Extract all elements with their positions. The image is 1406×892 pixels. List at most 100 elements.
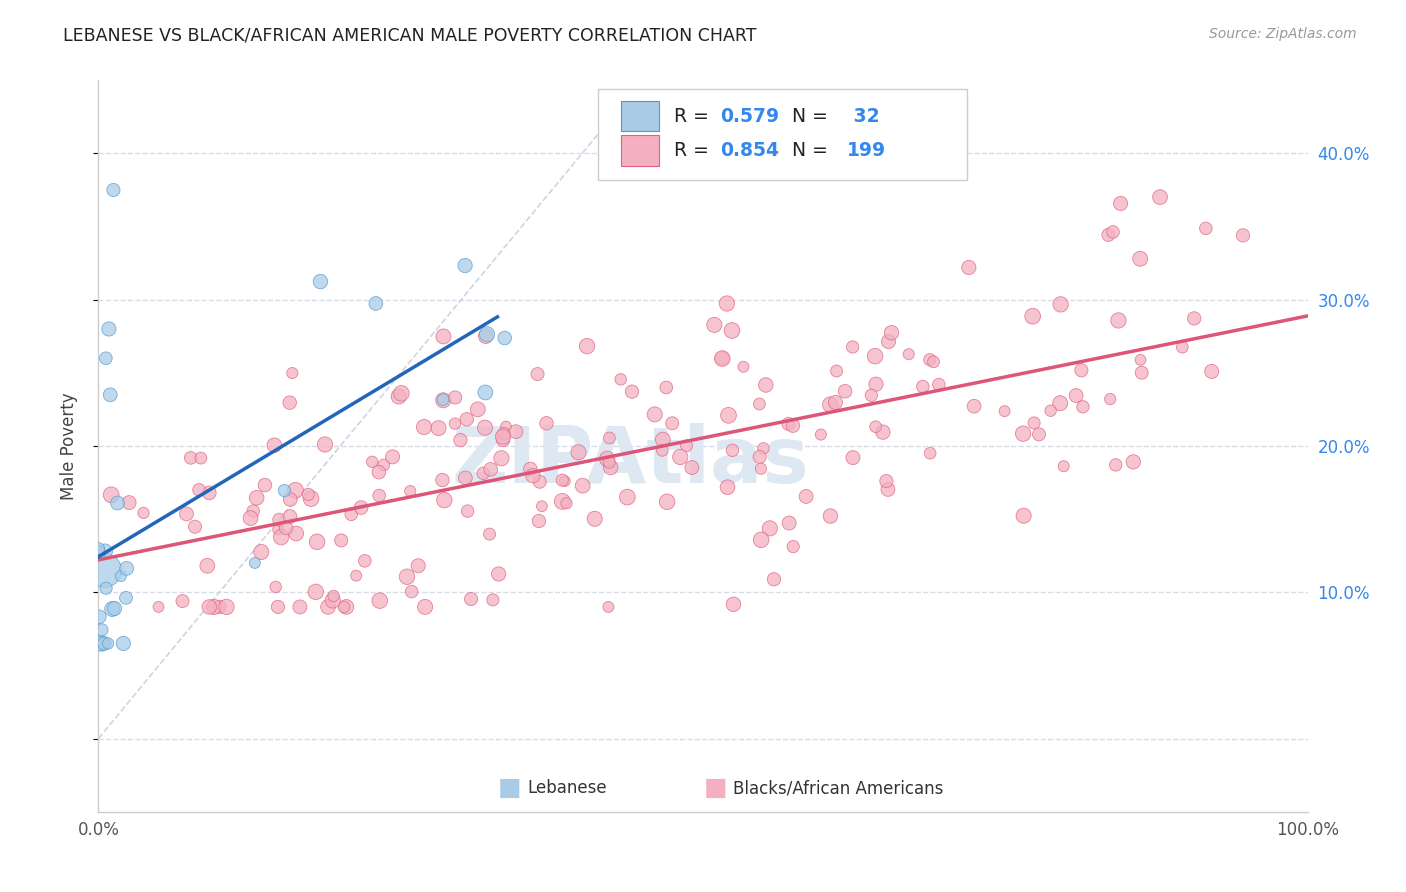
Point: [820, 398, 842, 412]
Point: [880, 326, 903, 340]
Point: [681, 460, 703, 475]
Point: [100, 488, 122, 502]
Point: [322, 593, 344, 607]
Point: [263, 438, 285, 452]
Point: [1028, 427, 1050, 442]
Point: [491, 451, 513, 466]
Point: [101, 602, 124, 616]
Point: [1022, 416, 1045, 430]
Point: [1070, 363, 1092, 377]
Point: [479, 462, 502, 476]
Point: [755, 378, 778, 392]
Point: [243, 556, 266, 570]
Point: [762, 572, 785, 586]
Point: [368, 593, 391, 607]
Point: [284, 483, 307, 498]
Point: [333, 599, 356, 614]
Point: [176, 507, 198, 521]
Point: [778, 516, 800, 530]
Point: [172, 594, 194, 608]
Point: [918, 352, 941, 367]
Point: [860, 388, 883, 402]
Point: [748, 397, 770, 411]
Point: [1182, 311, 1205, 326]
Point: [1049, 297, 1071, 311]
Point: [555, 496, 578, 510]
Point: [340, 508, 363, 522]
Point: [1232, 228, 1254, 243]
Point: [103, 601, 125, 615]
FancyBboxPatch shape: [621, 135, 659, 166]
Point: [1012, 508, 1035, 523]
Point: [472, 467, 495, 481]
Point: [1201, 364, 1223, 378]
Point: [748, 450, 770, 464]
Point: [669, 450, 692, 464]
Point: [530, 500, 553, 514]
Point: [794, 490, 817, 504]
Text: N =: N =: [793, 141, 834, 160]
Point: [115, 561, 138, 575]
Point: [711, 351, 734, 366]
Point: [911, 379, 934, 393]
Point: [322, 589, 344, 603]
Point: [782, 418, 804, 433]
Point: [112, 636, 135, 650]
Point: [877, 334, 900, 349]
Point: [1129, 352, 1152, 367]
Point: [208, 599, 231, 614]
Point: [103, 183, 125, 197]
Point: [474, 420, 496, 434]
Point: [749, 461, 772, 475]
Point: [330, 533, 353, 548]
Point: [1071, 400, 1094, 414]
Point: [1097, 227, 1119, 242]
Point: [922, 355, 945, 369]
Point: [721, 443, 744, 458]
Point: [93, 636, 115, 650]
Point: [863, 349, 886, 363]
Point: [820, 509, 842, 524]
Text: 32: 32: [846, 107, 880, 126]
Point: [865, 419, 887, 434]
Point: [432, 393, 454, 408]
Point: [928, 377, 950, 392]
Point: [314, 437, 336, 451]
Point: [242, 504, 264, 518]
Text: 0.579: 0.579: [720, 107, 779, 126]
Point: [97, 636, 120, 650]
Point: [427, 421, 450, 435]
Point: [198, 599, 221, 614]
Point: [655, 380, 678, 394]
Point: [675, 439, 697, 453]
Point: [215, 599, 238, 614]
Point: [305, 585, 328, 599]
Point: [198, 486, 221, 500]
Point: [526, 367, 548, 381]
Point: [93, 563, 115, 577]
Point: [413, 420, 436, 434]
Point: [519, 462, 541, 476]
Point: [344, 568, 367, 582]
Point: [872, 425, 894, 439]
Point: [190, 451, 212, 466]
Point: [148, 599, 170, 614]
Point: [1107, 313, 1129, 327]
Point: [717, 409, 740, 423]
Point: [432, 329, 454, 343]
Point: [297, 487, 319, 501]
Point: [456, 412, 478, 426]
Point: [267, 599, 290, 614]
Point: [1012, 426, 1035, 441]
Point: [350, 500, 373, 515]
Text: Blacks/African Americans: Blacks/African Americans: [734, 780, 943, 797]
Point: [94, 582, 117, 596]
Point: [454, 259, 477, 273]
Point: [711, 351, 734, 366]
Point: [865, 377, 887, 392]
Point: [488, 567, 510, 582]
Point: [810, 427, 832, 442]
Point: [778, 417, 800, 431]
Point: [449, 433, 471, 447]
Point: [963, 399, 986, 413]
